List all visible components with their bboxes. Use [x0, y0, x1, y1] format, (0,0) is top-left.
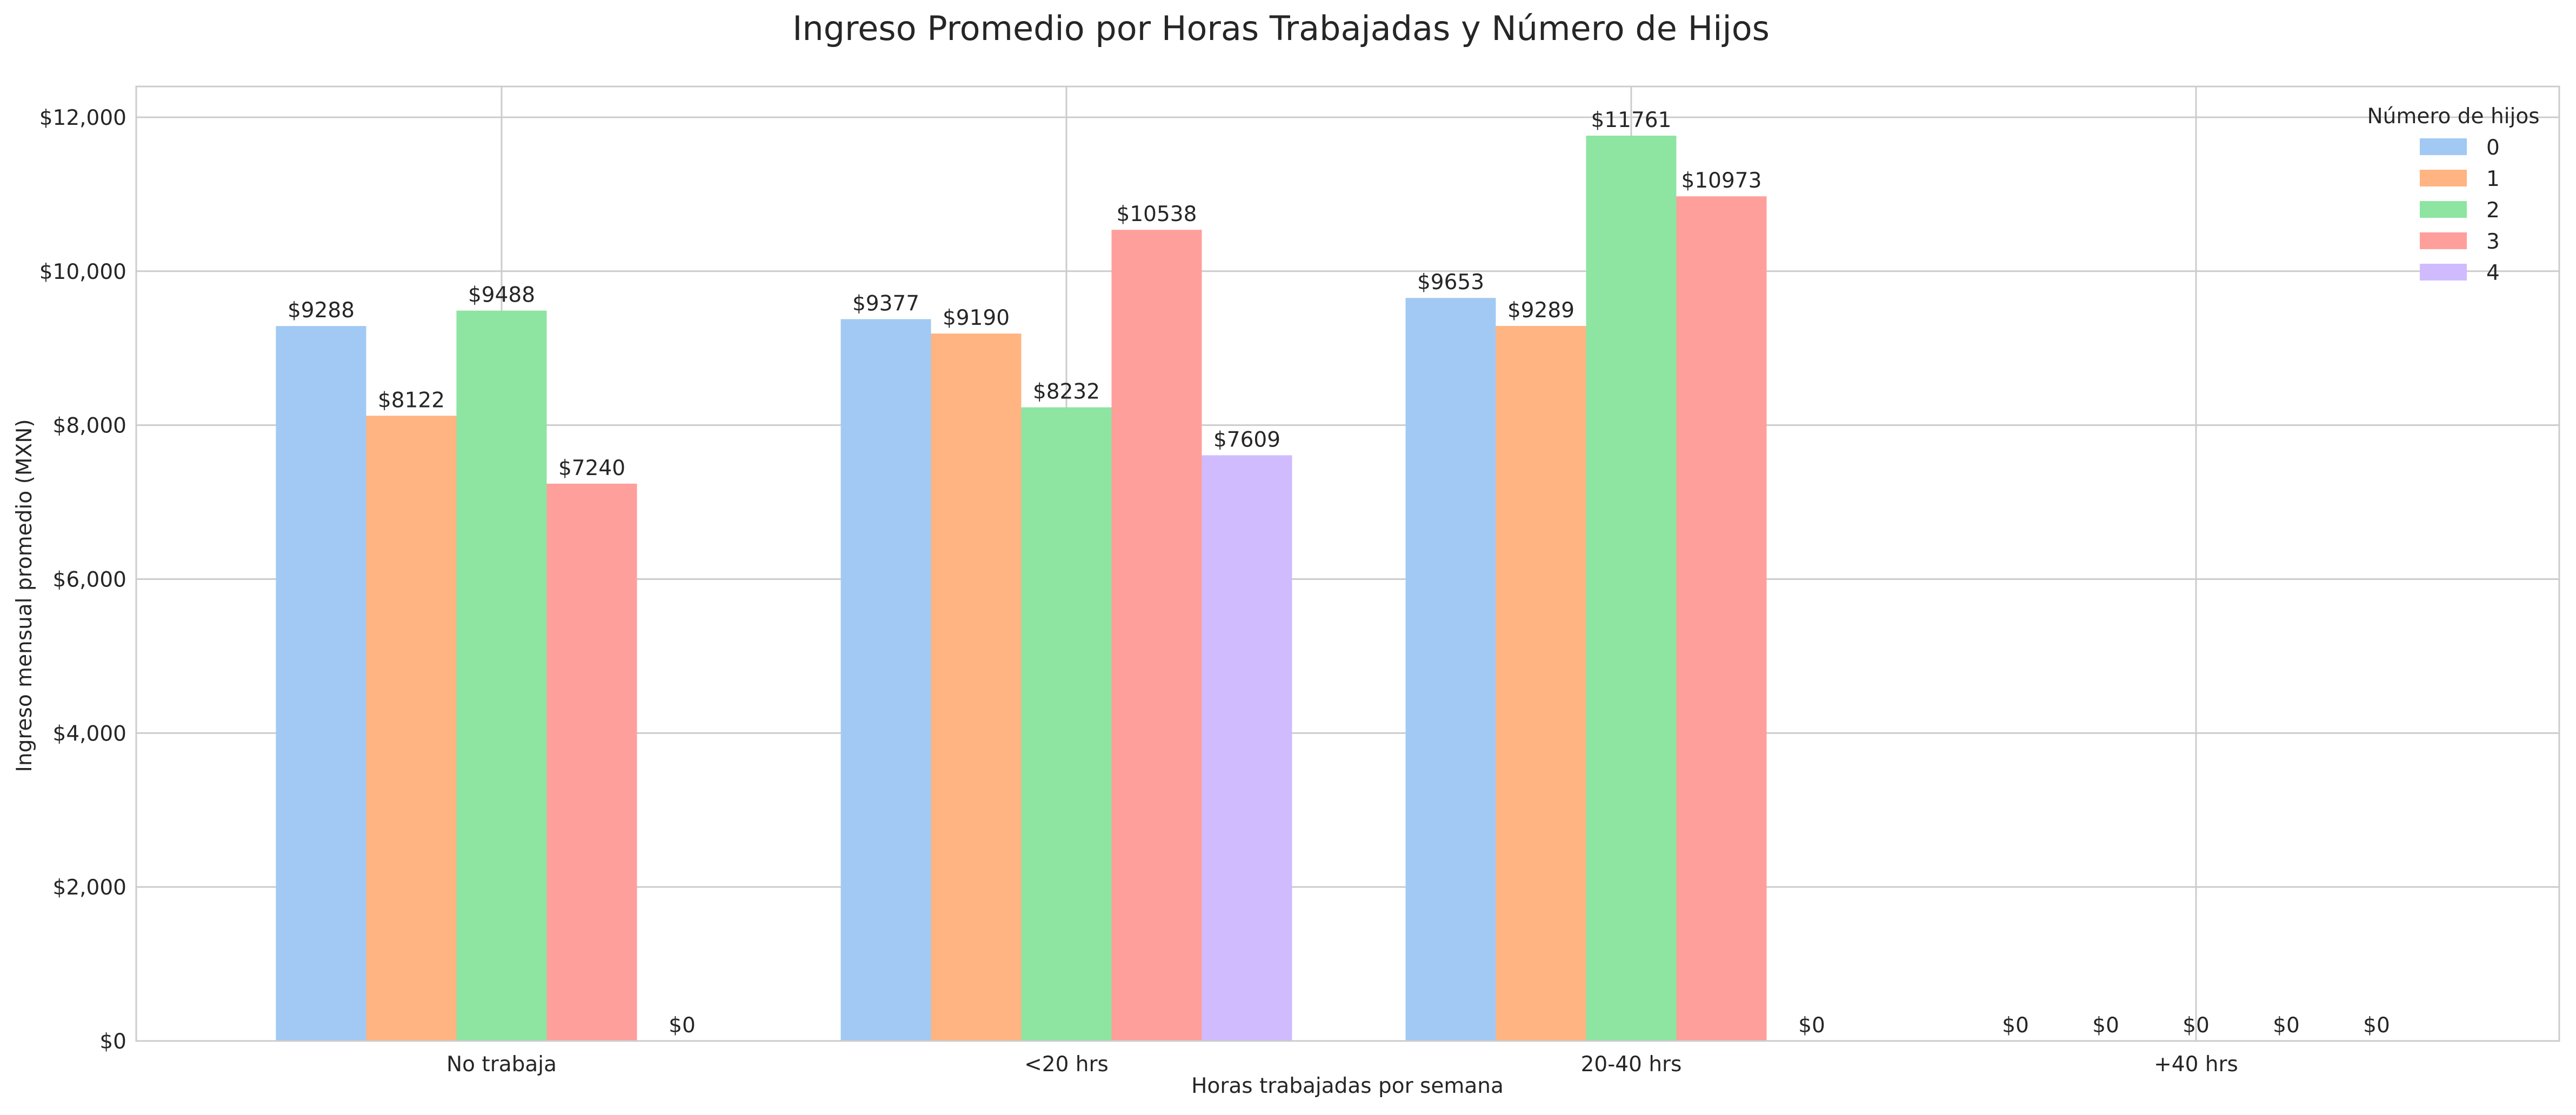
bar-series-1-1: [931, 333, 1022, 1041]
bar-series-3-2: [1676, 196, 1767, 1041]
bar-value-label: $9377: [852, 292, 919, 316]
bar-series-4-1: [1202, 455, 1292, 1041]
bars: [276, 136, 1767, 1041]
legend-swatch-0: [2420, 138, 2467, 155]
legend-label: 1: [2486, 167, 2500, 191]
bar-value-label: $7609: [1213, 428, 1280, 452]
x-tick-label: +40 hrs: [2154, 1052, 2238, 1077]
bar-value-label: $8122: [378, 388, 445, 412]
bar-value-label: $10973: [1681, 169, 1762, 193]
bar-value-label: $7240: [558, 456, 625, 480]
bar-value-labels: $9288 $9377 $9653 $0 $8122 $9190 $9289 $0 $9488 $…: [288, 108, 2390, 1038]
legend: Número de hijos 0 1 2 3 4: [2367, 104, 2539, 285]
x-tick-label: 20-40 hrs: [1581, 1052, 1682, 1077]
y-axis-title: Ingreso mensual promedio (MXN): [12, 419, 37, 772]
legend-label: 4: [2486, 261, 2500, 285]
bar-value-label: $8232: [1033, 380, 1100, 404]
bar-series-1-2: [1496, 326, 1586, 1041]
y-tick-label: $12,000: [39, 106, 126, 130]
bar-series-0-2: [1405, 298, 1496, 1041]
y-tick-label: $8,000: [53, 414, 126, 438]
bar-value-label: $0: [1798, 1013, 1825, 1038]
x-tick-label: No trabaja: [446, 1052, 557, 1077]
legend-swatch-3: [2420, 232, 2467, 249]
bar-series-2-2: [1586, 136, 1677, 1041]
bar-series-3-0: [546, 483, 637, 1041]
bar-value-label: $10538: [1117, 202, 1197, 226]
plot-area-frame: [135, 85, 2560, 1042]
bar-value-label: $0: [2002, 1013, 2029, 1038]
legend-label: 0: [2486, 136, 2500, 160]
bar-series-0-1: [840, 319, 931, 1041]
bar-value-label: $11761: [1591, 108, 1672, 132]
bar-series-1-0: [366, 416, 457, 1041]
bar-value-label: $0: [2183, 1013, 2210, 1038]
legend-label: 3: [2486, 230, 2500, 254]
bar-value-label: $9289: [1507, 298, 1574, 323]
y-tick-label: $6,000: [53, 567, 126, 592]
bar-series-2-0: [456, 310, 547, 1041]
bar-series-0-0: [276, 326, 366, 1041]
bar-series-2-1: [1021, 407, 1112, 1041]
y-tick-label: $10,000: [39, 260, 126, 284]
bar-value-label: $0: [2363, 1013, 2390, 1038]
legend-label: 2: [2486, 198, 2500, 223]
y-tick-label: $0: [99, 1030, 126, 1054]
x-axis-title: Horas trabajadas por semana: [1191, 1074, 1504, 1098]
bar-value-label: $9488: [468, 283, 535, 308]
legend-swatch-4: [2420, 264, 2467, 281]
legend-swatch-1: [2420, 170, 2467, 186]
bar-value-label: $0: [2273, 1013, 2300, 1038]
y-tick-label: $4,000: [53, 722, 126, 746]
y-axis-ticks: $0 $2,000 $4,000 $6,000 $8,000 $10,000 $12,000: [39, 106, 126, 1054]
bar-value-label: $0: [2092, 1013, 2119, 1038]
x-axis-ticks: No trabaja <20 hrs 20-40 hrs +40 hrs: [446, 1052, 2238, 1077]
legend-swatch-2: [2420, 201, 2467, 218]
x-tick-label: <20 hrs: [1024, 1052, 1109, 1077]
bar-value-label: $9653: [1417, 270, 1484, 295]
legend-title: Número de hijos: [2367, 104, 2539, 129]
bar-series-3-1: [1111, 230, 1202, 1041]
bar-value-label: $0: [669, 1013, 696, 1038]
chart-title: Ingreso Promedio por Horas Trabajadas y …: [792, 9, 1770, 48]
bar-value-label: $9190: [943, 306, 1010, 330]
y-tick-label: $2,000: [53, 876, 126, 900]
bar-value-label: $9288: [288, 298, 355, 323]
